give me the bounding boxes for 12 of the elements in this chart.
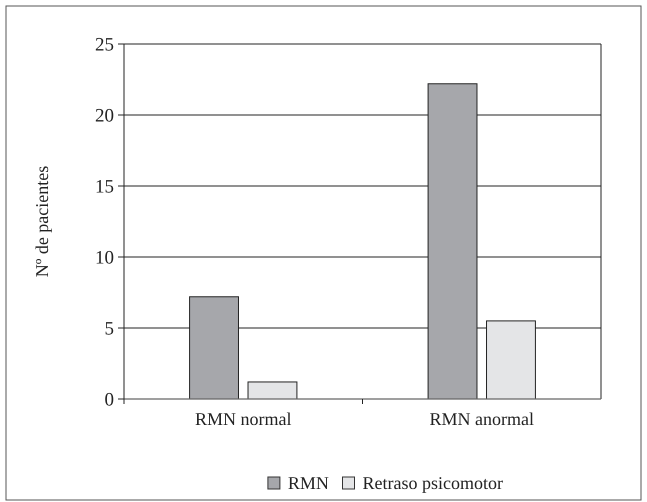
y-tick-label: 5 <box>104 318 114 340</box>
y-tick-label: 25 <box>95 34 114 56</box>
bar <box>248 381 298 400</box>
legend-label: RMN <box>288 473 329 493</box>
y-tick-label: 0 <box>104 390 114 411</box>
y-tick-label: 15 <box>95 176 114 198</box>
legend-label: Retraso psicomotor <box>362 473 503 493</box>
x-tick-label: RMN anormal <box>430 409 534 429</box>
y-tick-label: 20 <box>95 106 114 127</box>
y-tick-label: 10 <box>95 248 114 269</box>
x-tick-label: RMN normal <box>195 409 292 429</box>
y-axis-title: Nº de pacientes <box>32 166 52 278</box>
